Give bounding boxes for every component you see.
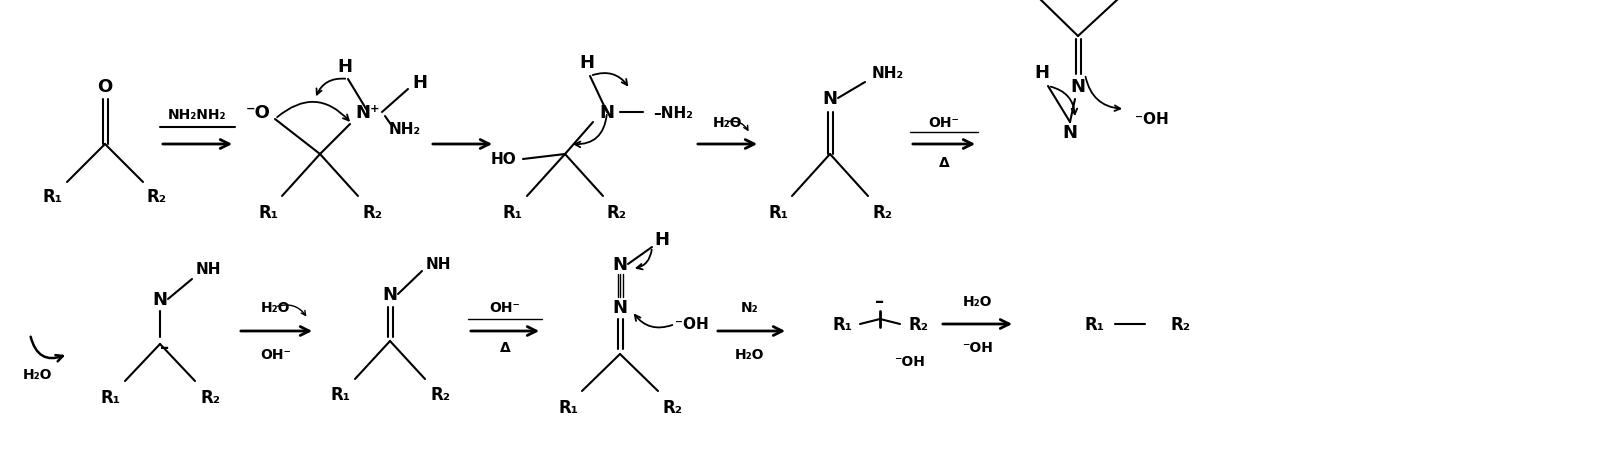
Text: R₁: R₁ [504,203,523,221]
Text: –: – [875,292,884,310]
Text: ⁻OH: ⁻OH [675,317,709,332]
Text: –NH₂: –NH₂ [654,105,692,120]
Text: N: N [1062,124,1078,142]
Text: N: N [599,104,615,122]
Text: H₂O: H₂O [23,367,53,381]
Text: OH⁻: OH⁻ [260,347,292,361]
Text: N: N [1070,78,1086,96]
Text: H₂O: H₂O [261,300,291,314]
Text: HO: HO [491,152,516,167]
Text: OH⁻: OH⁻ [489,300,520,314]
Text: R₁: R₁ [1085,315,1106,333]
Text: ⁻OH: ⁻OH [1135,112,1169,127]
Text: R₁: R₁ [831,315,852,333]
Text: ⁻OH: ⁻OH [894,354,925,368]
Text: R₂: R₂ [147,188,166,206]
Text: N₂: N₂ [741,300,759,314]
Text: OH⁻: OH⁻ [928,116,959,130]
Text: N: N [612,299,628,316]
Text: R₂: R₂ [607,203,626,221]
Text: R₁: R₁ [558,398,578,416]
Text: R₁: R₁ [768,203,788,221]
Text: R₂: R₂ [200,388,220,406]
Text: NH: NH [424,257,450,272]
Text: H₂O: H₂O [712,116,742,130]
Text: R₂: R₂ [872,203,893,221]
Text: R₂: R₂ [909,315,928,333]
Text: R₁: R₁ [100,388,119,406]
Text: R₁: R₁ [258,203,278,221]
Text: H: H [655,230,670,249]
Text: N⁺: N⁺ [355,104,381,122]
Text: O: O [97,78,113,96]
Text: NH₂NH₂: NH₂NH₂ [168,108,226,122]
Text: R₂: R₂ [662,398,683,416]
Text: H₂O: H₂O [964,295,993,308]
Text: N: N [612,255,628,273]
Text: R₁: R₁ [329,385,350,403]
Text: R₁: R₁ [44,188,63,206]
Text: R₂: R₂ [362,203,383,221]
Text: N: N [383,285,397,304]
Text: Δ: Δ [939,156,949,170]
Text: N: N [823,90,838,108]
Text: ⁻O: ⁻O [245,104,271,122]
Text: H: H [1035,64,1049,82]
Text: R₂: R₂ [1170,315,1190,333]
Text: R₂: R₂ [429,385,450,403]
Text: H: H [337,58,352,76]
Text: NH₂: NH₂ [872,65,904,80]
Text: NH₂: NH₂ [389,122,421,137]
Text: N: N [152,290,168,308]
Text: H: H [579,54,594,72]
Text: NH: NH [195,262,221,277]
Text: Δ: Δ [500,340,510,354]
Text: H: H [413,74,428,92]
Text: –: – [160,338,169,356]
Text: H₂O: H₂O [736,347,765,361]
Text: ⁻OH: ⁻OH [962,340,994,354]
